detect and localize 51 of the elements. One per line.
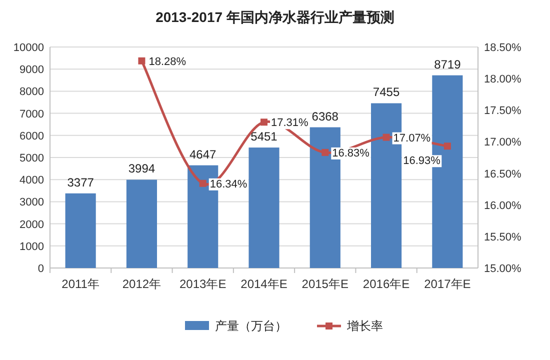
bar — [248, 148, 280, 268]
y-tick-label: 7000 — [20, 108, 44, 120]
bar — [65, 193, 96, 268]
x-tick-label: 2015年E — [302, 277, 348, 291]
data-label: 17.31% — [271, 117, 309, 130]
y-tick-label: 0 — [38, 263, 44, 275]
y2-tick-label: 17.50% — [484, 105, 522, 118]
data-label: 5451 — [250, 130, 278, 144]
data-label: 17.07% — [393, 132, 431, 144]
y-tick-label: 6000 — [20, 130, 44, 142]
y-tick-label: 8000 — [20, 86, 44, 98]
data-label: 7455 — [372, 85, 400, 100]
point — [260, 118, 268, 126]
x-tick-label: 2011年 — [62, 277, 100, 291]
y2-tick-label: 18.00% — [484, 74, 522, 86]
y-tick-label: 4000 — [20, 174, 44, 187]
y2-tick-label: 15.00% — [484, 263, 522, 275]
data-label: 16.93% — [403, 155, 441, 168]
y2-tick-label: 15.50% — [484, 231, 522, 244]
point — [382, 134, 390, 141]
data-label: 3994 — [128, 162, 156, 176]
point — [138, 57, 146, 64]
legend-label: 增长率 — [346, 319, 383, 333]
point — [199, 180, 206, 187]
y-tick-label: 3000 — [20, 196, 44, 209]
y-tick-label: 1000 — [20, 240, 44, 253]
data-label: 18.28% — [148, 56, 186, 68]
y-tick-label: 10000 — [13, 42, 44, 54]
x-tick-label: 2014年E — [240, 277, 288, 291]
bar — [126, 180, 157, 268]
x-tick-label: 2017年E — [424, 277, 471, 291]
point — [444, 142, 451, 150]
legend-label: 产量（万台） — [215, 319, 287, 333]
point — [322, 148, 329, 156]
y-tick-label: 9000 — [20, 64, 44, 76]
y2-tick-label: 18.50% — [484, 42, 522, 54]
data-label: 16.34% — [210, 178, 248, 190]
data-label: 16.83% — [332, 147, 370, 160]
data-label: 6368 — [312, 109, 339, 124]
y2-tick-label: 16.50% — [484, 168, 522, 180]
data-label: 4647 — [190, 147, 217, 162]
x-tick-label: 2013年E — [180, 277, 226, 291]
y-tick-label: 2000 — [20, 218, 44, 231]
x-tick-label: 2012年 — [122, 277, 162, 291]
y-tick-label: 5000 — [20, 152, 44, 164]
y2-tick-label: 16.00% — [484, 200, 522, 212]
chart-title: 2013-2017 年国内净水器行业产量预测 — [156, 9, 394, 25]
data-label: 3377 — [67, 175, 94, 190]
y2-tick-label: 17.00% — [484, 136, 522, 149]
data-label: 8719 — [434, 57, 462, 72]
x-tick-label: 2016年E — [362, 277, 410, 291]
